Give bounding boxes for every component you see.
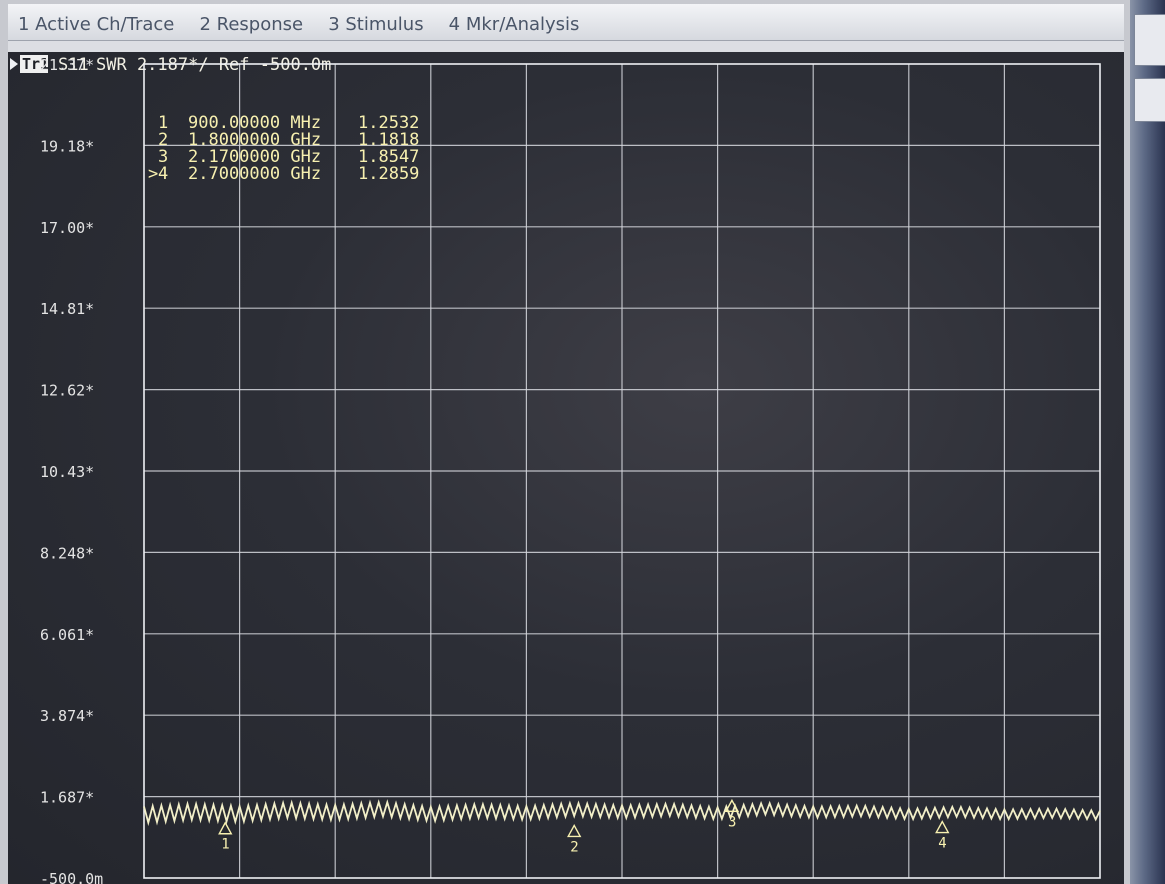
- marker-number-label: 4: [938, 836, 946, 852]
- y-tick-label: 21.37*: [40, 56, 94, 74]
- menu-stimulus[interactable]: 3 Stimulus: [328, 14, 424, 35]
- y-tick-label: 14.81*: [40, 300, 94, 318]
- marker-table: 1 900.00000 MHz 1.2532 2 1.8000000 GHz 1…: [148, 113, 419, 184]
- trace-layer: 1 2 3 4: [143, 798, 1101, 855]
- marker-number-label: 1: [221, 837, 229, 853]
- softkey-menu-bar: 1 Active Ch/Trace 2 Response 3 Stimulus …: [8, 4, 1124, 41]
- marker-row-4: > 4 2.7000000 GHz 1.2859: [148, 164, 419, 184]
- marker-row-id: 4: [158, 164, 168, 184]
- y-tick-label: 17.00*: [40, 219, 94, 237]
- marker-row-value: 1.2859: [358, 164, 419, 184]
- marker-number-label: 2: [570, 839, 578, 855]
- marker-triangle-icon: [724, 798, 740, 813]
- y-tick-label: 19.18*: [40, 137, 94, 155]
- chart-panel: Tr1 S11 SWR 2.187*/ Ref -500.0m 21.37* 19…: [8, 52, 1124, 884]
- marker-row-frequency: 900.00000 MHz: [188, 113, 321, 133]
- trace-header: Tr1 S11 SWR 2.187*/ Ref -500.0m: [10, 55, 331, 75]
- y-tick-label: -500.0m: [40, 870, 103, 884]
- swr-chart: Tr1 S11 SWR 2.187*/ Ref -500.0m 21.37*19…: [10, 55, 1101, 884]
- menu-response[interactable]: 2 Response: [199, 14, 304, 35]
- marker-row-frequency: 2.1700000 GHz: [188, 147, 321, 167]
- marker-row-frequency: 2.7000000 GHz: [188, 164, 321, 184]
- side-softkey-tab[interactable]: [1134, 78, 1165, 122]
- side-panel-strip: [1130, 0, 1165, 884]
- analyzer-screen: 1 Active Ch/Trace 2 Response 3 Stimulus …: [8, 4, 1124, 884]
- plot-grid: [143, 63, 1101, 879]
- marker-row-value: 1.2532: [358, 113, 419, 133]
- y-axis-ticks: 21.37* 19.18* 17.00* 14.81* 12.62* 10.43* 8.24…: [40, 56, 103, 884]
- marker-row-value: 1.1818: [358, 130, 419, 150]
- trace-active-arrow-icon: [10, 58, 18, 70]
- marker-row-1: 1 900.00000 MHz 1.2532: [158, 113, 419, 133]
- menu-active-ch-trace[interactable]: 1 Active Ch/Trace: [18, 14, 175, 35]
- marker-row-id: 3: [158, 147, 168, 167]
- swr-trace-line: [143, 799, 1101, 827]
- side-softkey-tab[interactable]: [1134, 14, 1165, 66]
- y-tick-label: 10.43*: [40, 463, 94, 481]
- marker-row-frequency: 1.8000000 GHz: [188, 130, 321, 150]
- trace-format-scale[interactable]: SWR 2.187*/ Ref -500.0m: [96, 55, 331, 75]
- marker-triangle-icon: [218, 821, 233, 835]
- menu-mkr-analysis[interactable]: 4 Mkr/Analysis: [448, 14, 580, 35]
- marker-row-3: 3 2.1700000 GHz 1.8547: [158, 147, 419, 167]
- y-tick-label: 6.061*: [40, 626, 94, 644]
- y-tick-label: 8.248*: [40, 544, 94, 562]
- marker-triangle-icon: [935, 820, 950, 834]
- marker-row-2: 2 1.8000000 GHz 1.1818: [158, 130, 419, 150]
- y-tick-label: 1.687*: [40, 789, 94, 807]
- trace-parameter[interactable]: S11: [58, 55, 89, 75]
- marker-number-label: 3: [728, 814, 736, 830]
- trace-badge-box[interactable]: [20, 55, 48, 73]
- active-marker-indicator: >: [148, 164, 158, 184]
- marker-row-id: 1: [158, 113, 168, 133]
- trace-badge-label: Tr1: [22, 55, 49, 73]
- marker-triangle-icon: [567, 823, 582, 838]
- marker-row-id: 2: [158, 130, 168, 150]
- y-tick-label: 3.874*: [40, 707, 94, 725]
- plot-frame: [143, 63, 1101, 879]
- y-tick-label: 12.62*: [40, 382, 94, 400]
- marker-row-value: 1.8547: [358, 147, 419, 167]
